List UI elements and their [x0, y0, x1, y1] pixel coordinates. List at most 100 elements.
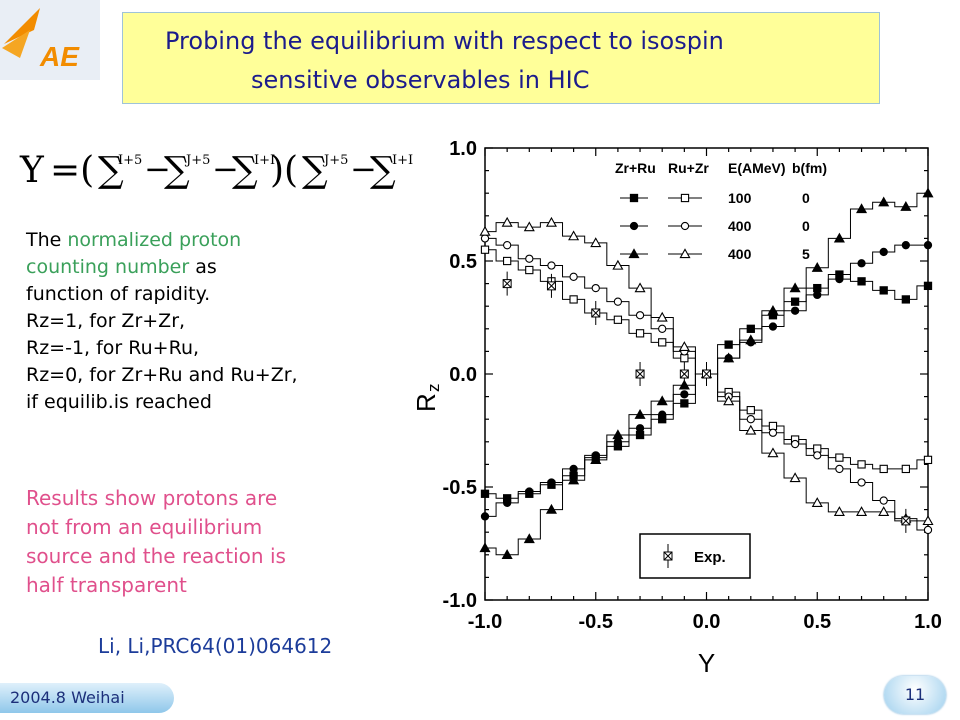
data-point	[723, 352, 735, 363]
svg-text:∑: ∑	[98, 150, 124, 191]
data-point	[569, 464, 578, 474]
highlight-normalized-proton: normalized proton	[67, 229, 242, 251]
svg-text:)(: )(	[270, 150, 298, 191]
data-point	[612, 429, 624, 440]
data-point	[658, 410, 667, 419]
citation: Li, Li,PRC64(01)064612	[98, 634, 333, 658]
data-point	[811, 262, 823, 272]
legend-marker-filled	[629, 221, 639, 231]
exp-point	[635, 362, 645, 386]
data-point	[523, 221, 535, 232]
data-point	[811, 497, 823, 507]
data-point	[923, 455, 933, 465]
data-point	[835, 453, 844, 462]
y-tick-label: 1.0	[449, 138, 477, 160]
y-tick-label: 0.5	[449, 251, 477, 273]
data-point	[480, 245, 490, 254]
data-point	[746, 324, 755, 333]
exp-point	[546, 273, 556, 298]
svg-text:I+5: I+5	[118, 153, 142, 168]
y-axis-label-main: R	[411, 393, 441, 412]
x-tick-label: 1.0	[914, 611, 942, 633]
legend-marker-filled	[629, 193, 639, 203]
data-point	[813, 290, 822, 300]
results-line-1: Results show protons are	[26, 486, 278, 510]
exp-legend-label: Exp.	[694, 549, 726, 566]
rz-formula: Y =( ∑ I+5 − ∑ J+5 − ∑ I+I )( ∑ J+5 − ∑ …	[14, 142, 414, 194]
data-point	[790, 306, 800, 315]
data-point	[813, 451, 822, 460]
rz-rapidity-chart: 1.0 0.5 0.0 -0.5 -1.0 -1.0 -0.5 0.0 0.5 1.0 Zr+R…	[411, 138, 942, 678]
data-point	[767, 447, 779, 458]
data-point	[525, 254, 534, 263]
data-point	[790, 439, 800, 449]
data-point	[635, 424, 645, 433]
data-point	[680, 390, 689, 399]
data-point	[635, 329, 645, 338]
results-line-2: not from an equilibrium	[26, 515, 263, 539]
y-axis-label: R z	[411, 384, 443, 413]
data-point	[680, 354, 689, 363]
data-point	[568, 230, 580, 241]
data-point	[922, 515, 934, 526]
data-point	[590, 454, 602, 465]
data-point	[501, 216, 513, 227]
svg-text:−: −	[144, 150, 171, 188]
x-tick-label: -1.0	[468, 611, 502, 633]
data-point	[525, 487, 534, 496]
legend-marker-open	[680, 193, 690, 203]
svg-text:=(: =(	[50, 150, 94, 191]
data-point	[590, 237, 602, 248]
iae-logo-icon: AE	[0, 0, 100, 80]
data-point	[523, 533, 535, 544]
data-point	[857, 259, 866, 268]
data-point	[635, 430, 645, 440]
logo-text: AE	[39, 41, 80, 72]
legend-marker-open	[679, 248, 691, 259]
data-point	[658, 324, 667, 333]
data-point	[746, 406, 755, 415]
x-tick-labels: -1.0 -0.5 0.0 0.5 1.0	[468, 611, 942, 633]
page-number-badge: 11	[884, 676, 946, 714]
page-title-line-2: sensitive observables in HIC	[251, 66, 590, 94]
exp-legend-marker	[663, 544, 673, 568]
svg-text:∑: ∑	[232, 150, 258, 191]
data-point	[789, 472, 801, 483]
data-point	[479, 542, 491, 553]
data-point	[569, 272, 578, 281]
data-point	[480, 512, 490, 521]
data-point	[878, 506, 890, 517]
rz-formula-icon: Y =( ∑ I+5 − ∑ J+5 − ∑ I+I )( ∑ J+5 − ∑ …	[19, 150, 413, 191]
svg-text:−: −	[350, 150, 377, 188]
legend-row-circle: 400 0	[620, 218, 810, 234]
data-point	[746, 415, 755, 424]
data-point	[545, 216, 557, 227]
legend-impact-parameter: 5	[802, 246, 810, 262]
page-number: 11	[904, 685, 926, 704]
data-point	[856, 506, 868, 517]
data-point	[768, 428, 778, 437]
svg-text:J+5: J+5	[184, 153, 210, 168]
data-point	[569, 295, 578, 304]
data-point	[680, 399, 689, 408]
desc-line-7: if equilib.is reached	[26, 391, 212, 413]
results-line-4: half transparent	[26, 573, 187, 597]
data-point	[745, 424, 757, 435]
data-point	[857, 478, 866, 487]
data-point	[547, 261, 556, 270]
exp-point	[502, 271, 512, 296]
exp-legend: Exp.	[639, 533, 751, 579]
data-point	[591, 283, 600, 293]
data-point	[613, 297, 623, 306]
legend-row-square: 100 0	[620, 190, 810, 206]
exp-point	[901, 508, 911, 533]
footer-bar: 2004.8 Weihai	[0, 683, 174, 713]
data-point	[568, 474, 580, 485]
legend-impact-parameter: 0	[802, 190, 810, 206]
desc-line-5: Rz=-1, for Ru+Ru,	[26, 337, 200, 359]
desc-prefix: The	[26, 229, 68, 251]
title-box: Probing the equilibrium with respect to …	[122, 12, 880, 104]
data-point	[503, 256, 512, 266]
svg-text:∑: ∑	[302, 150, 328, 191]
data-point	[635, 311, 645, 320]
